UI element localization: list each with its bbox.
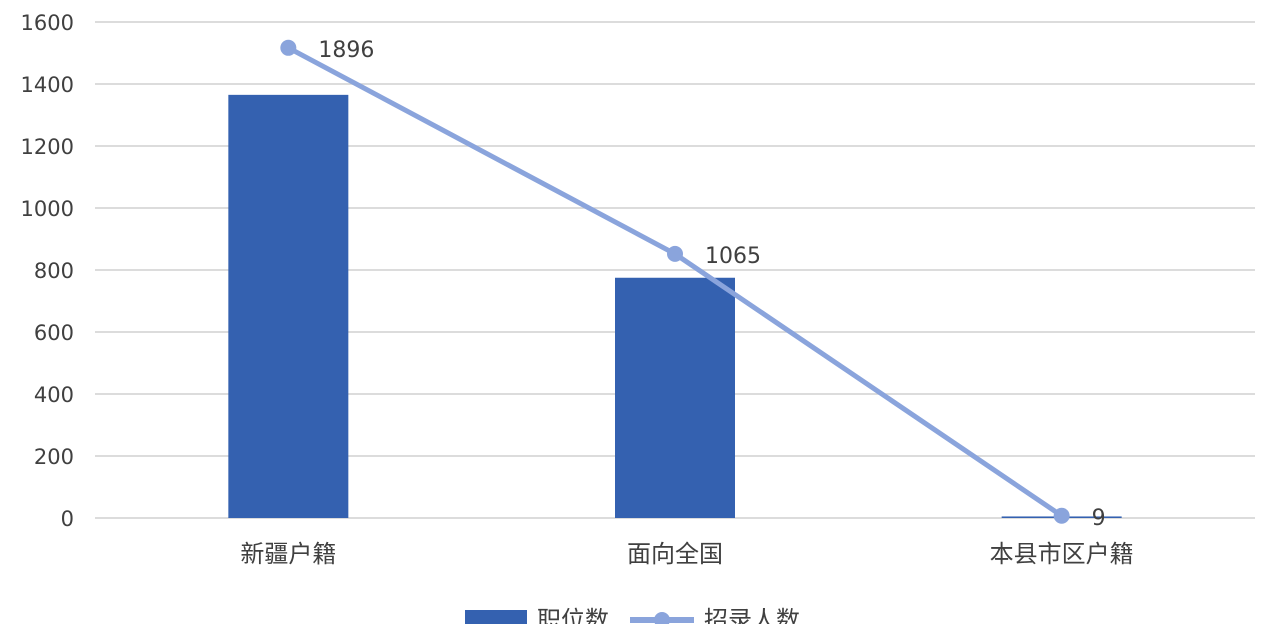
y-axis-ticks: 0 200 400 600 800 1000 1200 1400 1600 <box>21 11 74 531</box>
bar <box>615 277 735 518</box>
legend: 职位数 招录人数 <box>465 606 800 628</box>
y-tick-label: 1400 <box>21 73 74 97</box>
y-tick-label: 400 <box>34 383 74 407</box>
x-tick-label: 本县市区户籍 <box>990 540 1134 568</box>
bar <box>228 94 349 518</box>
legend-label-line: 招录人数 <box>704 606 800 624</box>
y-tick-label: 800 <box>34 259 74 283</box>
legend-swatch-marker <box>654 612 670 628</box>
x-tick-label: 新疆户籍 <box>240 540 336 568</box>
y-tick-label: 1200 <box>21 135 74 159</box>
y-tick-label: 1000 <box>21 197 74 221</box>
line-series: 1896 1065 9 <box>280 38 1106 531</box>
data-label: 1896 <box>318 38 374 63</box>
legend-swatch-bar <box>465 610 527 628</box>
x-tick-label: 面向全国 <box>627 540 723 568</box>
line-point <box>1053 507 1070 524</box>
bar-series <box>228 94 1122 518</box>
y-tick-label: 200 <box>34 445 74 469</box>
line-point <box>667 245 683 262</box>
data-label: 1065 <box>705 244 761 269</box>
y-tick-label: 1600 <box>21 11 74 35</box>
y-tick-label: 0 <box>61 507 74 531</box>
y-tick-label: 600 <box>34 321 74 345</box>
line-point <box>280 39 297 56</box>
legend-label-bar: 职位数 <box>537 606 609 624</box>
data-label: 9 <box>1092 506 1106 531</box>
x-axis-ticks: 新疆户籍 面向全国 本县市区户籍 <box>240 540 1133 568</box>
